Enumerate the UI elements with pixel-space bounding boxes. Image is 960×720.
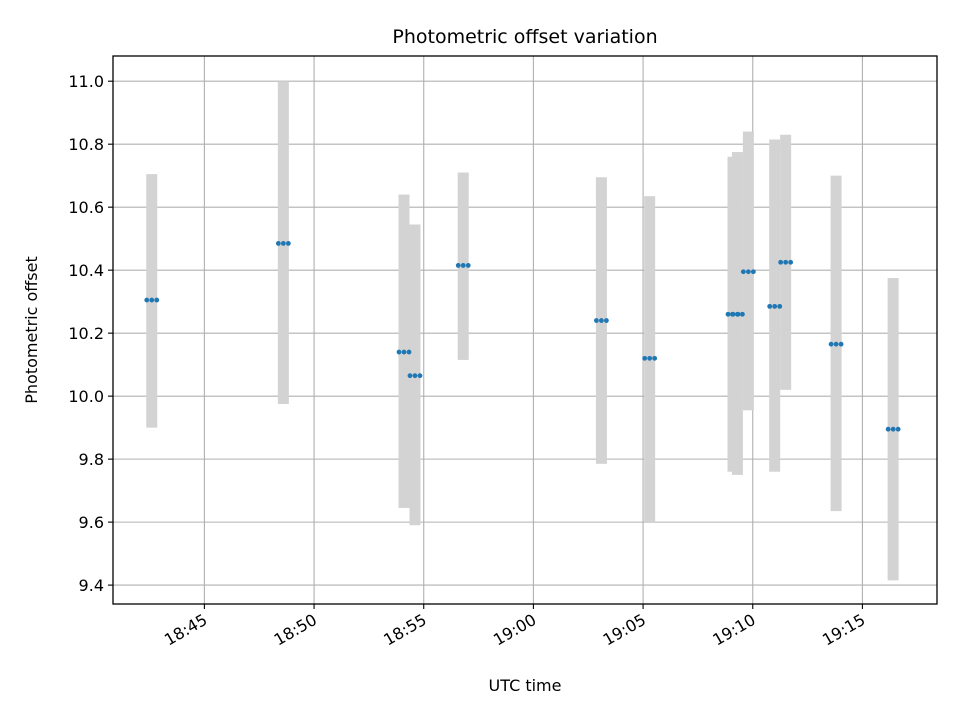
data-point bbox=[412, 373, 418, 379]
plot-frame bbox=[112, 55, 938, 605]
y-tick-label: 9.8 bbox=[79, 450, 104, 469]
data-point bbox=[777, 303, 783, 309]
data-point bbox=[407, 373, 413, 379]
y-tick-label: 10.6 bbox=[68, 198, 104, 217]
data-point bbox=[783, 259, 789, 265]
data-point bbox=[647, 355, 653, 361]
data-point bbox=[772, 303, 778, 309]
data-point bbox=[149, 297, 155, 303]
data-point bbox=[275, 240, 281, 246]
data-point bbox=[280, 240, 286, 246]
data-point bbox=[401, 349, 407, 355]
y-tick-label: 9.6 bbox=[79, 513, 104, 532]
data-point bbox=[885, 426, 891, 432]
y-axis: 9.4 9.6 9.8 10.0 10.2 10.4 10.6 10.8 11.0 bbox=[68, 72, 113, 595]
data-point bbox=[778, 259, 784, 265]
y-tick-label: 10.2 bbox=[68, 324, 104, 343]
data-point bbox=[729, 311, 735, 317]
data-point bbox=[739, 311, 745, 317]
data-point bbox=[895, 426, 901, 432]
data-point bbox=[828, 341, 834, 347]
data-point bbox=[594, 318, 599, 323]
data-point bbox=[285, 240, 291, 246]
data-point bbox=[740, 269, 746, 275]
data-point bbox=[745, 269, 751, 275]
y-tick-label: 10.4 bbox=[68, 261, 104, 280]
y-tick-label: 11.0 bbox=[68, 72, 104, 91]
y-tick-label: 9.4 bbox=[79, 576, 104, 595]
data-point bbox=[455, 263, 461, 268]
chart-title: Photometric offset variation bbox=[392, 26, 657, 48]
data-point bbox=[642, 355, 648, 361]
data-point bbox=[652, 355, 658, 361]
data-point bbox=[396, 349, 402, 355]
data-point bbox=[767, 303, 773, 309]
x-axis-label: UTC time bbox=[489, 676, 562, 695]
data-point bbox=[890, 426, 896, 432]
data-point bbox=[838, 341, 844, 347]
y-axis-label: Photometric offset bbox=[22, 256, 41, 404]
data-point bbox=[465, 263, 471, 268]
data-point bbox=[460, 263, 466, 268]
data-point bbox=[417, 373, 423, 379]
y-tick-label: 10.8 bbox=[68, 135, 104, 154]
data-point bbox=[750, 269, 756, 275]
data-point bbox=[833, 341, 839, 347]
data-point bbox=[725, 311, 731, 317]
data-point bbox=[599, 318, 604, 323]
data-points bbox=[144, 240, 901, 432]
data-point bbox=[788, 259, 794, 265]
data-point bbox=[154, 297, 160, 303]
data-point bbox=[144, 297, 150, 303]
data-point bbox=[734, 311, 740, 317]
y-tick-label: 10.0 bbox=[68, 387, 104, 406]
data-point bbox=[406, 349, 412, 355]
data-point bbox=[604, 318, 609, 323]
